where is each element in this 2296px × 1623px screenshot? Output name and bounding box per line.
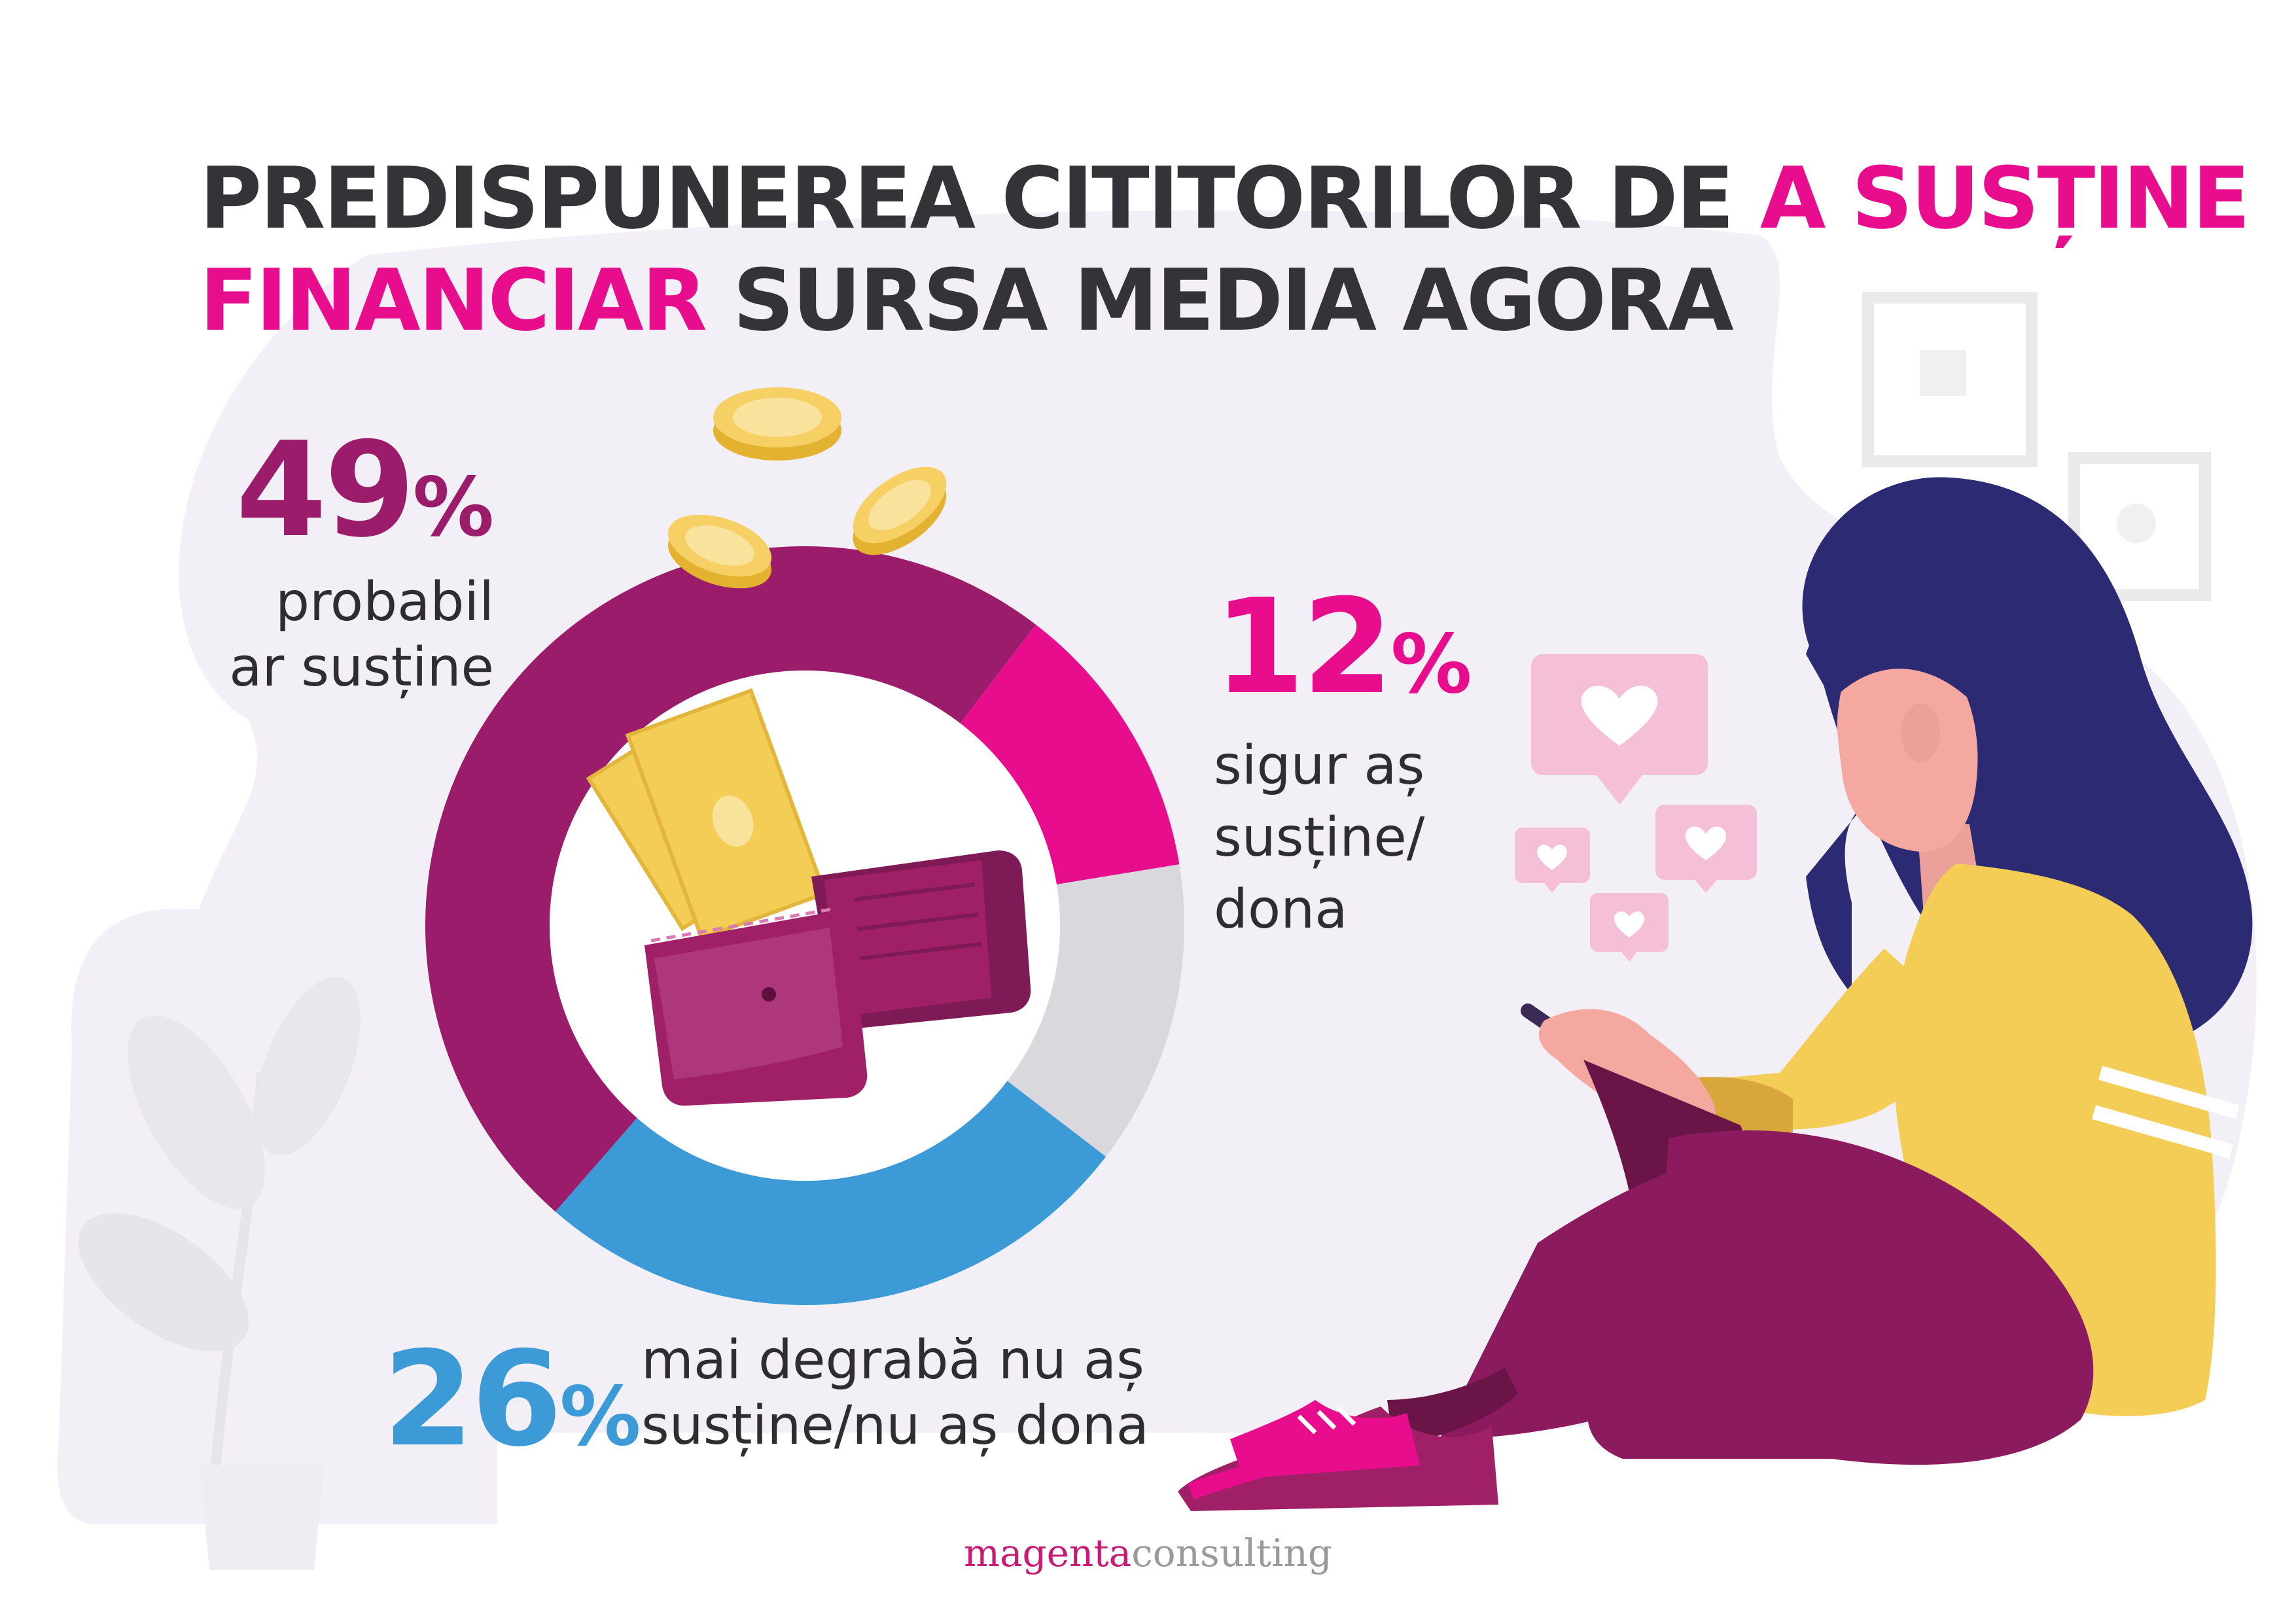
title-line2-dark: SURSA MEDIA AGORA bbox=[733, 251, 1734, 350]
heart-bubble-icon bbox=[1515, 654, 1757, 962]
picture-frame-icon bbox=[1862, 292, 2211, 601]
label-12-line2: susține/ bbox=[1214, 807, 1425, 869]
unit-12: % bbox=[1390, 618, 1472, 712]
brand-logo: magentaconsulting bbox=[0, 1531, 2296, 1575]
woman-with-phone-illustration bbox=[1178, 477, 2253, 1511]
value-49: 49 bbox=[236, 414, 415, 567]
donut-slice-2 bbox=[555, 1081, 1106, 1305]
donut-slice-3 bbox=[425, 546, 1036, 1212]
percentage-12: 12% bbox=[1214, 582, 1472, 727]
stat-sigur: 12% sigur aș susține/ dona bbox=[1214, 582, 1472, 943]
coin-icon bbox=[667, 387, 947, 589]
banknote-icon bbox=[586, 688, 828, 941]
value-12: 12 bbox=[1214, 571, 1393, 724]
unit-26: % bbox=[559, 1370, 641, 1464]
label-49-line1: probabil bbox=[275, 571, 494, 633]
title-line-1: PREDISPUNEREA CITITORILOR DE A SUSȚINE bbox=[200, 147, 2250, 249]
donut-slice-0 bbox=[960, 624, 1180, 884]
label-26-line1: mai degrabă nu aș bbox=[641, 1329, 1144, 1391]
label-12-line3: dona bbox=[1214, 879, 1348, 941]
title-line2-highlight: FINANCIAR bbox=[200, 251, 707, 350]
title-line1-dark: PREDISPUNEREA CITITORILOR DE bbox=[200, 148, 1735, 248]
wallet-icon bbox=[645, 850, 1031, 1106]
title-line-2: FINANCIAR SURSA MEDIA AGORA bbox=[200, 249, 2248, 351]
percentage-26: 26% bbox=[383, 1335, 641, 1479]
value-26: 26 bbox=[383, 1323, 562, 1476]
unit-49: % bbox=[412, 461, 494, 555]
title-line1-highlight: A SUSȚINE bbox=[1759, 148, 2250, 248]
donut-slice-1 bbox=[1007, 864, 1184, 1157]
stat-probabil: 49% probabil ar susține bbox=[196, 425, 494, 701]
brand-part-2: consulting bbox=[1131, 1531, 1333, 1575]
label-12-line1: sigur aș bbox=[1214, 735, 1425, 797]
percentage-49: 49% bbox=[196, 425, 494, 570]
label-26-line2: susține/nu aș dona bbox=[641, 1395, 1149, 1457]
brand-part-1: magenta bbox=[963, 1531, 1132, 1575]
chart-title: PREDISPUNEREA CITITORILOR DE A SUSȚINE F… bbox=[200, 147, 2250, 351]
label-49-line2: ar susține bbox=[229, 637, 494, 699]
stat-nu: mai degrabă nu aș susține/nu aș dona bbox=[641, 1328, 1149, 1459]
plant-icon bbox=[78, 977, 361, 1570]
